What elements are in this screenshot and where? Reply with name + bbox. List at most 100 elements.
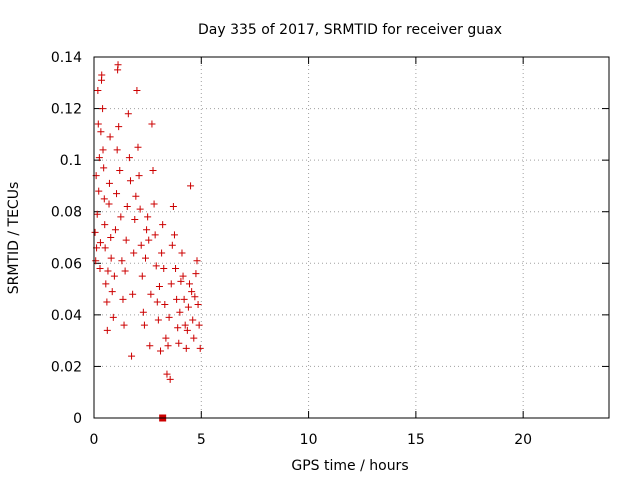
x-tick-label: 15: [407, 432, 425, 448]
data-point: [140, 321, 148, 329]
data-point: [115, 123, 123, 131]
data-point: [187, 182, 195, 190]
data-point: [113, 146, 121, 154]
data-point: [162, 334, 170, 342]
data-point: [92, 257, 100, 265]
y-tick-label: 0.04: [51, 308, 82, 324]
y-axis-ticks: 0 0.02 0.04 0.06 0.08 0.1 0.12 0.14: [51, 50, 609, 427]
data-point: [153, 298, 161, 306]
data-point: [145, 236, 153, 244]
data-point: [97, 128, 105, 136]
data-point: [160, 264, 168, 272]
data-point: [133, 87, 141, 95]
data-point: [164, 342, 172, 350]
data-point: [135, 172, 143, 180]
data-points: [91, 61, 204, 383]
data-point: [122, 236, 130, 244]
data-point: [178, 249, 186, 257]
data-point: [166, 375, 174, 383]
data-point: [100, 164, 108, 172]
data-point: [91, 228, 99, 236]
x-tick-label: 20: [514, 432, 532, 448]
data-point: [118, 257, 126, 265]
data-point: [193, 257, 201, 265]
data-point: [95, 187, 103, 195]
data-point: [158, 249, 166, 257]
data-point: [142, 254, 149, 262]
data-point: [137, 241, 145, 249]
data-point: [109, 313, 117, 321]
data-point: [131, 215, 139, 223]
data-point: [124, 110, 132, 118]
data-point: [152, 262, 160, 270]
data-point: [134, 143, 142, 151]
data-point: [101, 244, 109, 252]
data-point: [155, 282, 163, 290]
data-point: [194, 301, 202, 309]
data-point: [104, 267, 112, 275]
x-axis-label: GPS time / hours: [291, 458, 408, 474]
data-point: [185, 280, 193, 288]
data-point: [163, 370, 171, 378]
data-point: [121, 267, 129, 275]
data-point: [154, 316, 162, 324]
y-tick-label: 0: [73, 411, 82, 427]
data-point: [117, 213, 125, 221]
data-point: [143, 226, 151, 234]
data-point: [169, 203, 177, 211]
x-tick-label: 10: [300, 432, 318, 448]
data-point: [191, 293, 199, 301]
data-point: [136, 205, 144, 213]
data-point: [96, 239, 104, 247]
data-point: [130, 249, 138, 257]
data-point: [95, 154, 103, 162]
data-point: [132, 192, 140, 200]
data-point: [176, 308, 184, 316]
data-point: [99, 146, 107, 154]
data-point: [159, 221, 167, 229]
data-point: [157, 347, 165, 355]
data-point: [147, 290, 155, 298]
data-point: [174, 324, 182, 332]
data-point: [116, 166, 124, 174]
data-point: [189, 316, 197, 324]
data-point: [114, 61, 122, 69]
data-point: [105, 179, 113, 187]
data-point: [99, 105, 107, 113]
data-point: [151, 231, 159, 239]
x-tick-label: 0: [90, 432, 99, 448]
y-tick-label: 0.12: [51, 102, 82, 118]
data-point: [96, 264, 104, 272]
data-point: [107, 234, 115, 241]
data-point: [181, 321, 189, 329]
data-point: [173, 295, 181, 303]
data-point: [119, 295, 127, 303]
data-point: [102, 280, 110, 288]
data-point: [184, 303, 192, 311]
data-point: [179, 272, 187, 280]
y-tick-label: 0.1: [60, 153, 82, 169]
x-tick-label: 5: [197, 432, 206, 448]
data-point: [103, 326, 111, 334]
data-point: [138, 272, 146, 280]
data-point: [196, 344, 204, 352]
data-point: [128, 352, 136, 360]
data-point: [129, 290, 137, 298]
data-point: [126, 177, 134, 185]
data-point: [144, 213, 152, 221]
data-point: [161, 301, 169, 309]
data-point: [100, 195, 108, 203]
data-point: [113, 190, 121, 198]
data-point: [168, 241, 176, 249]
data-point: [123, 203, 131, 211]
y-axis-label: SRMTID / TECUs: [6, 182, 22, 295]
data-point: [192, 270, 200, 278]
grid-lines: [94, 57, 609, 418]
data-point: [125, 154, 133, 162]
data-point: [107, 254, 115, 262]
data-point: [150, 200, 158, 208]
y-tick-label: 0.08: [51, 205, 82, 221]
data-point: [94, 87, 102, 95]
data-point: [105, 200, 113, 208]
data-point: [139, 308, 147, 316]
